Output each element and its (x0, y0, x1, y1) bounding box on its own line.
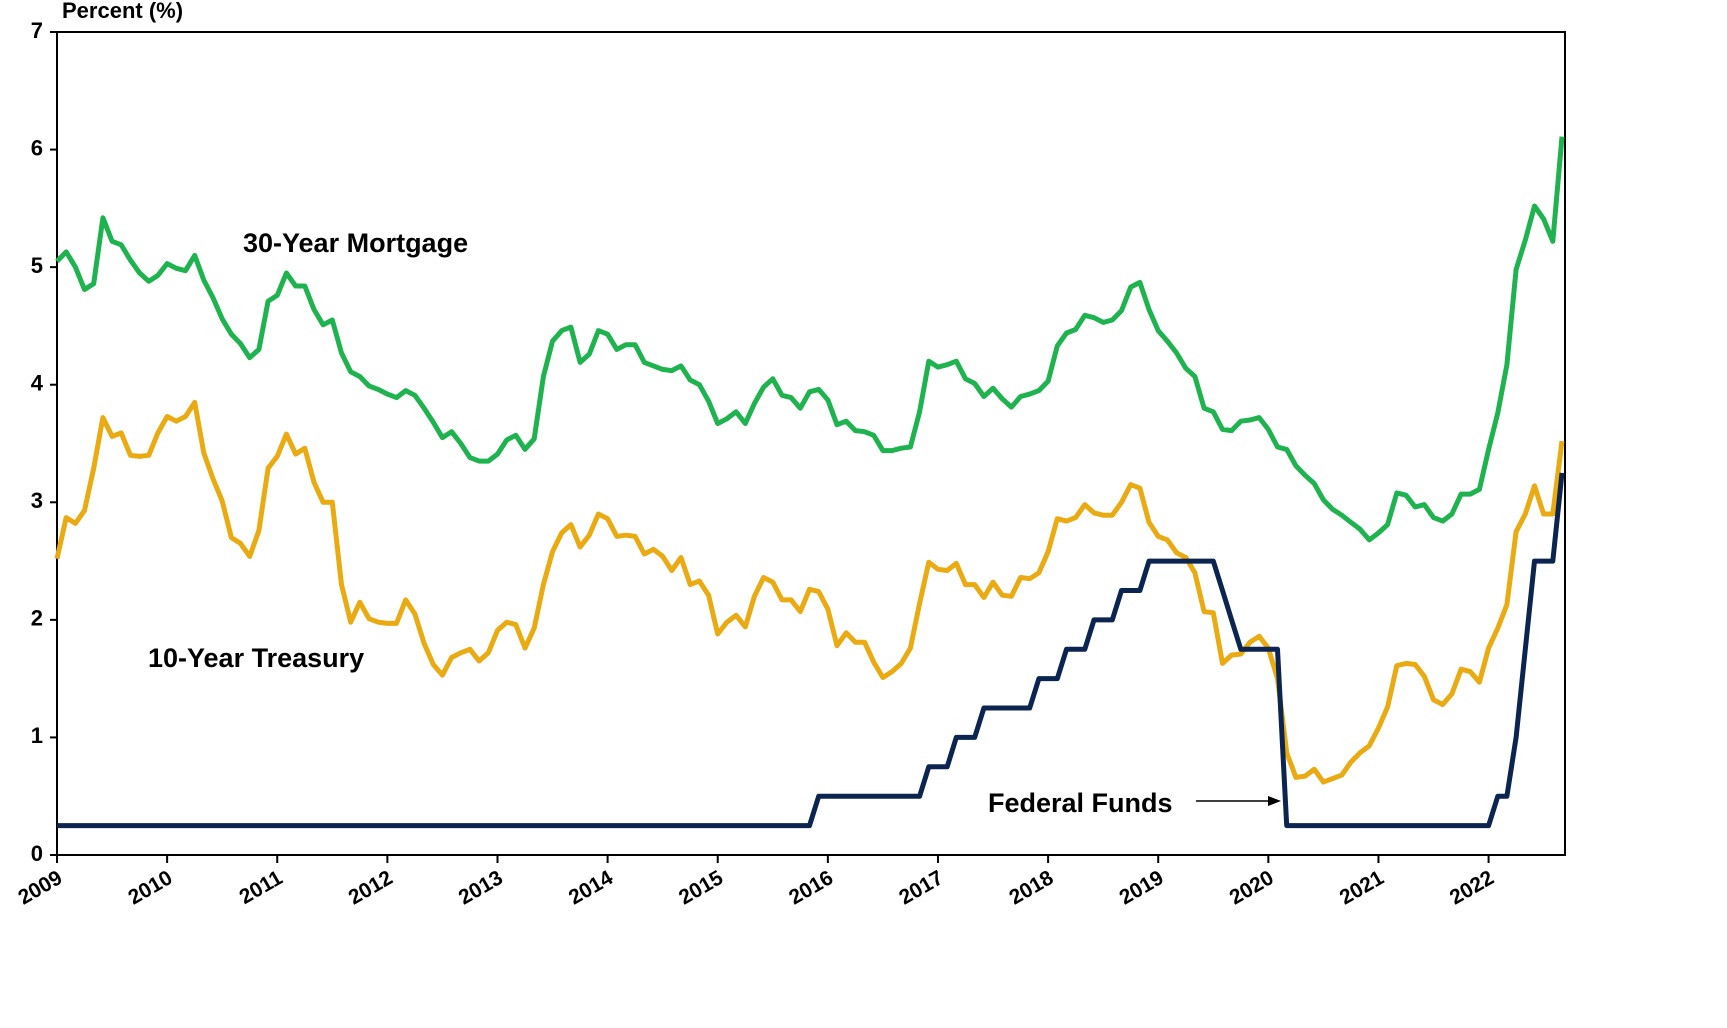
x-tick-label: 2013 (455, 866, 507, 909)
annotation-arrow (1196, 796, 1281, 806)
y-tick-label: 2 (31, 606, 43, 631)
x-tick-label: 2020 (1226, 866, 1278, 909)
x-tick-label: 2009 (14, 866, 66, 909)
series-label: 30-Year Mortgage (243, 228, 468, 258)
x-tick-label: 2022 (1446, 866, 1498, 909)
y-tick-label: 0 (31, 841, 43, 866)
x-tick-label: 2012 (345, 866, 397, 909)
y-tick-label: 3 (31, 488, 43, 513)
y-tick-label: 1 (31, 723, 43, 748)
series-line (55, 136, 1565, 543)
y-tick-label: 4 (31, 371, 44, 396)
y-axis-label: Percent (%) (62, 0, 183, 23)
x-tick-label: 2010 (124, 866, 176, 909)
y-tick-label: 6 (31, 135, 43, 160)
series-line (54, 399, 1565, 785)
x-tick-label: 2014 (565, 866, 617, 909)
x-tick-label: 2021 (1336, 866, 1388, 909)
series-label: 10-Year Treasury (148, 643, 364, 673)
plot-frame (56, 31, 1566, 856)
x-tick-label: 2018 (1005, 866, 1057, 909)
series-line (57, 472, 1565, 829)
x-tick-label: 2019 (1116, 866, 1168, 909)
x-tick-label: 2016 (785, 866, 837, 909)
x-tick-label: 2011 (236, 866, 287, 909)
y-tick-label: 7 (31, 18, 43, 43)
x-tick-label: 2017 (895, 866, 947, 909)
series-label: Federal Funds (988, 788, 1173, 818)
x-tick-label: 2015 (675, 866, 727, 909)
y-tick-label: 5 (31, 253, 43, 278)
